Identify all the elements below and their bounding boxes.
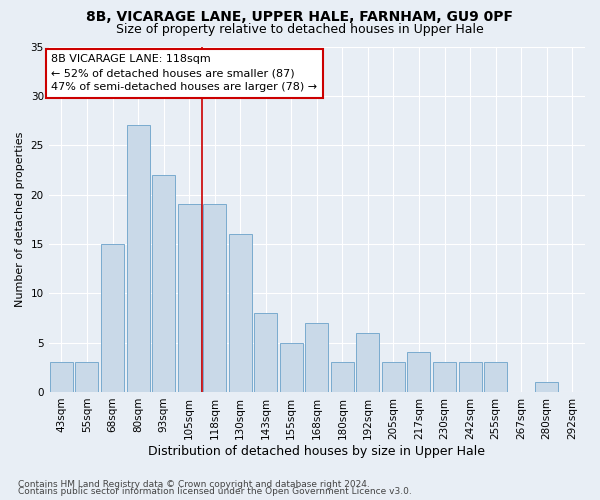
Text: Contains public sector information licensed under the Open Government Licence v3: Contains public sector information licen…	[18, 487, 412, 496]
Bar	[203, 204, 226, 392]
Bar	[254, 313, 277, 392]
Bar	[407, 352, 430, 392]
Text: Contains HM Land Registry data © Crown copyright and database right 2024.: Contains HM Land Registry data © Crown c…	[18, 480, 370, 489]
Bar	[433, 362, 456, 392]
Bar	[101, 244, 124, 392]
Bar	[280, 342, 303, 392]
Bar	[152, 175, 175, 392]
Bar	[382, 362, 405, 392]
Bar	[50, 362, 73, 392]
Bar	[535, 382, 558, 392]
Bar	[76, 362, 98, 392]
Text: Size of property relative to detached houses in Upper Hale: Size of property relative to detached ho…	[116, 22, 484, 36]
Text: 8B, VICARAGE LANE, UPPER HALE, FARNHAM, GU9 0PF: 8B, VICARAGE LANE, UPPER HALE, FARNHAM, …	[86, 10, 514, 24]
Bar	[127, 126, 149, 392]
Bar	[331, 362, 354, 392]
X-axis label: Distribution of detached houses by size in Upper Hale: Distribution of detached houses by size …	[148, 444, 485, 458]
Bar	[178, 204, 200, 392]
Bar	[458, 362, 482, 392]
Text: 8B VICARAGE LANE: 118sqm
← 52% of detached houses are smaller (87)
47% of semi-d: 8B VICARAGE LANE: 118sqm ← 52% of detach…	[51, 54, 317, 92]
Bar	[484, 362, 507, 392]
Bar	[305, 323, 328, 392]
Bar	[356, 332, 379, 392]
Bar	[229, 234, 252, 392]
Y-axis label: Number of detached properties: Number of detached properties	[15, 132, 25, 307]
